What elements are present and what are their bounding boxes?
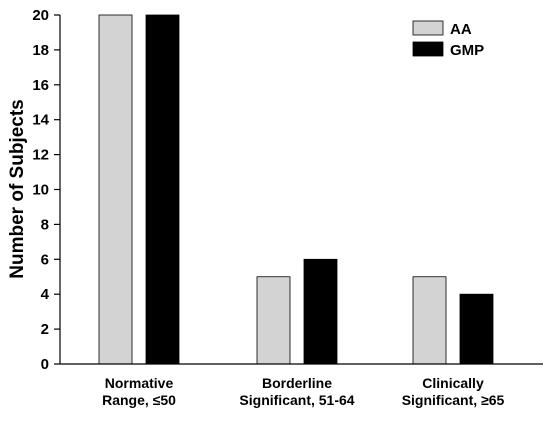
- legend: AA GMP: [412, 20, 484, 59]
- y-tick-label: 20: [32, 7, 49, 24]
- y-tick-label: 8: [41, 216, 49, 233]
- legend-swatch-gmp: [412, 41, 444, 57]
- x-category-label: Borderline Significant, 51-64: [239, 375, 354, 408]
- bar-gmp-2: [303, 258, 338, 365]
- x-category-labels: Normative Range, ≤50 Borderline Significant…: [102, 375, 504, 408]
- y-tick-label: 10: [32, 182, 49, 199]
- legend-label-gmp: GMP: [450, 42, 484, 59]
- y-tick-label: 0: [41, 356, 49, 373]
- y-tick-label: 6: [41, 251, 49, 268]
- legend-swatch-aa: [412, 20, 444, 36]
- y-tick-label: 16: [32, 77, 49, 94]
- bar-gmp-1: [145, 14, 180, 365]
- y-tick-label: 14: [32, 112, 49, 129]
- bar-aa-2: [256, 276, 291, 365]
- y-tick-label: 18: [32, 42, 49, 59]
- y-ticks-layer: 0 2 4 6 8 10 12 14 16 18 20: [32, 7, 60, 373]
- bars-layer: [98, 14, 494, 365]
- bar-gmp-3: [459, 293, 494, 365]
- bar-aa-3: [412, 276, 447, 365]
- x-category-label: Clinically Significant, ≥65: [402, 375, 505, 408]
- legend-label-aa: AA: [450, 21, 472, 38]
- y-axis-title: Number of Subjects: [7, 99, 28, 278]
- y-tick-label: 2: [41, 321, 49, 338]
- bar-aa-1: [98, 14, 133, 365]
- y-tick-label: 4: [41, 286, 50, 303]
- y-tick-label: 12: [32, 147, 49, 164]
- x-category-label: Normative Range, ≤50: [102, 375, 176, 408]
